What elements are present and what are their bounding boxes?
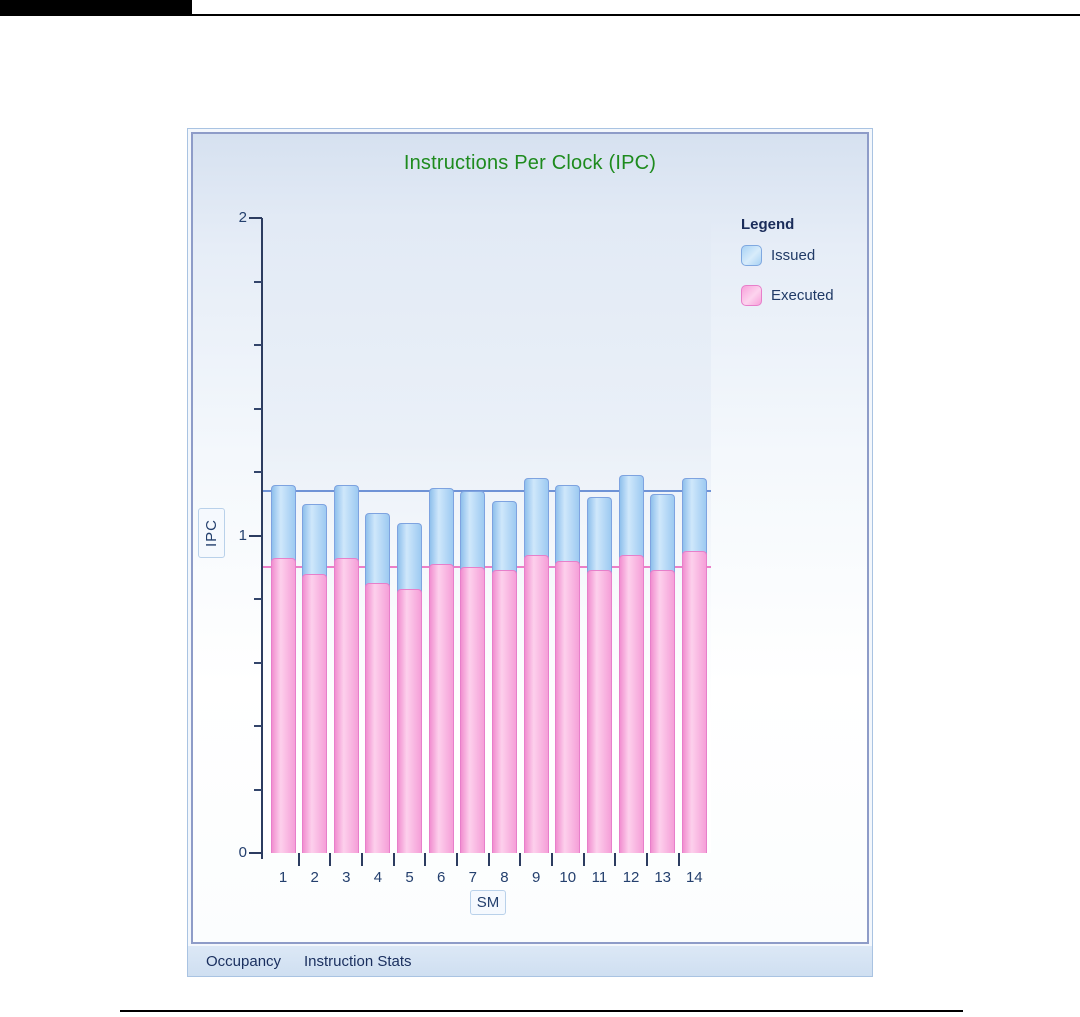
y-minor-tick-1.6 — [254, 344, 262, 346]
x-tick-label-sm-8: 8 — [500, 869, 509, 886]
x-tick-label-sm-10: 10 — [559, 869, 577, 886]
legend-label-issued: Issued — [771, 247, 816, 264]
tab-instruction-stats[interactable]: Instruction Stats — [304, 952, 412, 970]
x-axis-title: SM — [476, 894, 500, 911]
executed-swatch-icon — [741, 285, 762, 306]
y-axis-title: IPC — [203, 518, 220, 547]
x-tick-5 — [424, 853, 427, 866]
y-tick-label-2: 2 — [238, 209, 247, 226]
x-tick-3 — [361, 853, 364, 866]
tab-occupancy[interactable]: Occupancy — [206, 952, 282, 970]
bar-executed-sm-11 — [586, 570, 612, 853]
bar-executed-sm-14 — [681, 551, 707, 853]
issued-swatch-icon — [741, 245, 762, 266]
x-tick-label-sm-12: 12 — [622, 869, 640, 886]
x-tick-2 — [329, 853, 332, 866]
x-tick-7 — [487, 853, 490, 866]
bar-executed-sm-5 — [397, 589, 423, 853]
legend: Legend Issued Executed — [741, 216, 871, 325]
bar-executed-sm-8 — [491, 570, 517, 853]
x-tick-12 — [645, 853, 648, 866]
x-axis-title-box: SM — [470, 890, 506, 915]
bar-executed-sm-4 — [365, 583, 391, 853]
x-tick-label-sm-4: 4 — [373, 869, 383, 886]
bar-executed-sm-12 — [618, 555, 644, 853]
x-tick-11 — [614, 853, 617, 866]
y-minor-tick-1.4 — [254, 407, 262, 410]
x-tick-label-sm-3: 3 — [342, 869, 351, 886]
executed-average-line — [263, 566, 711, 569]
y-minor-tick-0.6 — [254, 661, 262, 664]
x-tick-10 — [582, 853, 585, 866]
bar-executed-sm-2 — [302, 574, 328, 853]
bar-executed-sm-9 — [523, 555, 549, 853]
y-axis-title-box: IPC — [198, 508, 225, 558]
bar-executed-sm-10 — [555, 561, 581, 853]
x-tick-label-sm-7: 7 — [468, 869, 477, 886]
issued-average-line — [263, 490, 711, 493]
bar-executed-sm-6 — [428, 564, 454, 853]
page-header-bar — [0, 0, 192, 16]
bottom-tab-bar: Occupancy Instruction Stats — [188, 946, 872, 976]
y-minor-tick-1.2 — [254, 471, 262, 473]
y-major-tick-2 — [249, 217, 262, 219]
y-major-tick-0 — [249, 852, 262, 854]
page-header-rule — [0, 14, 1080, 16]
page-footer-rule — [120, 1010, 963, 1012]
y-tick-label-0: 0 — [238, 844, 247, 861]
bar-executed-sm-1 — [270, 558, 296, 853]
x-tick-1 — [297, 853, 300, 866]
x-tick-label-sm-1: 1 — [278, 869, 288, 886]
chart-title: Instructions Per Clock (IPC) — [403, 152, 657, 174]
x-tick-13 — [677, 853, 680, 866]
x-tick-label-sm-13: 13 — [654, 869, 672, 886]
x-tick-label-sm-5: 5 — [405, 869, 414, 886]
x-tick-8 — [519, 853, 522, 866]
x-tick-6 — [456, 853, 459, 866]
y-major-tick-1 — [249, 534, 262, 537]
x-tick-label-sm-14: 14 — [685, 869, 703, 886]
y-minor-tick-0.4 — [254, 725, 262, 727]
x-tick-4 — [392, 853, 395, 866]
bar-executed-sm-3 — [333, 558, 359, 853]
x-tick-9 — [550, 853, 553, 866]
y-tick-label-1: 1 — [238, 526, 247, 544]
bar-executed-sm-13 — [650, 570, 676, 853]
plot-area — [263, 218, 711, 853]
y-minor-tick-0.2 — [254, 788, 262, 791]
y-axis-line — [261, 218, 263, 859]
x-tick-label-sm-11: 11 — [591, 869, 608, 886]
legend-label-executed: Executed — [771, 287, 834, 304]
y-minor-tick-1.8 — [254, 280, 262, 283]
x-tick-label-sm-6: 6 — [437, 869, 446, 886]
x-tick-label-sm-9: 9 — [531, 869, 541, 886]
legend-item-issued: Issued — [741, 245, 871, 268]
y-minor-tick-0.8 — [254, 598, 262, 600]
x-tick-label-sm-2: 2 — [310, 869, 319, 886]
legend-title: Legend — [741, 216, 795, 233]
legend-item-executed: Executed — [741, 285, 871, 308]
bar-executed-sm-7 — [460, 567, 486, 853]
